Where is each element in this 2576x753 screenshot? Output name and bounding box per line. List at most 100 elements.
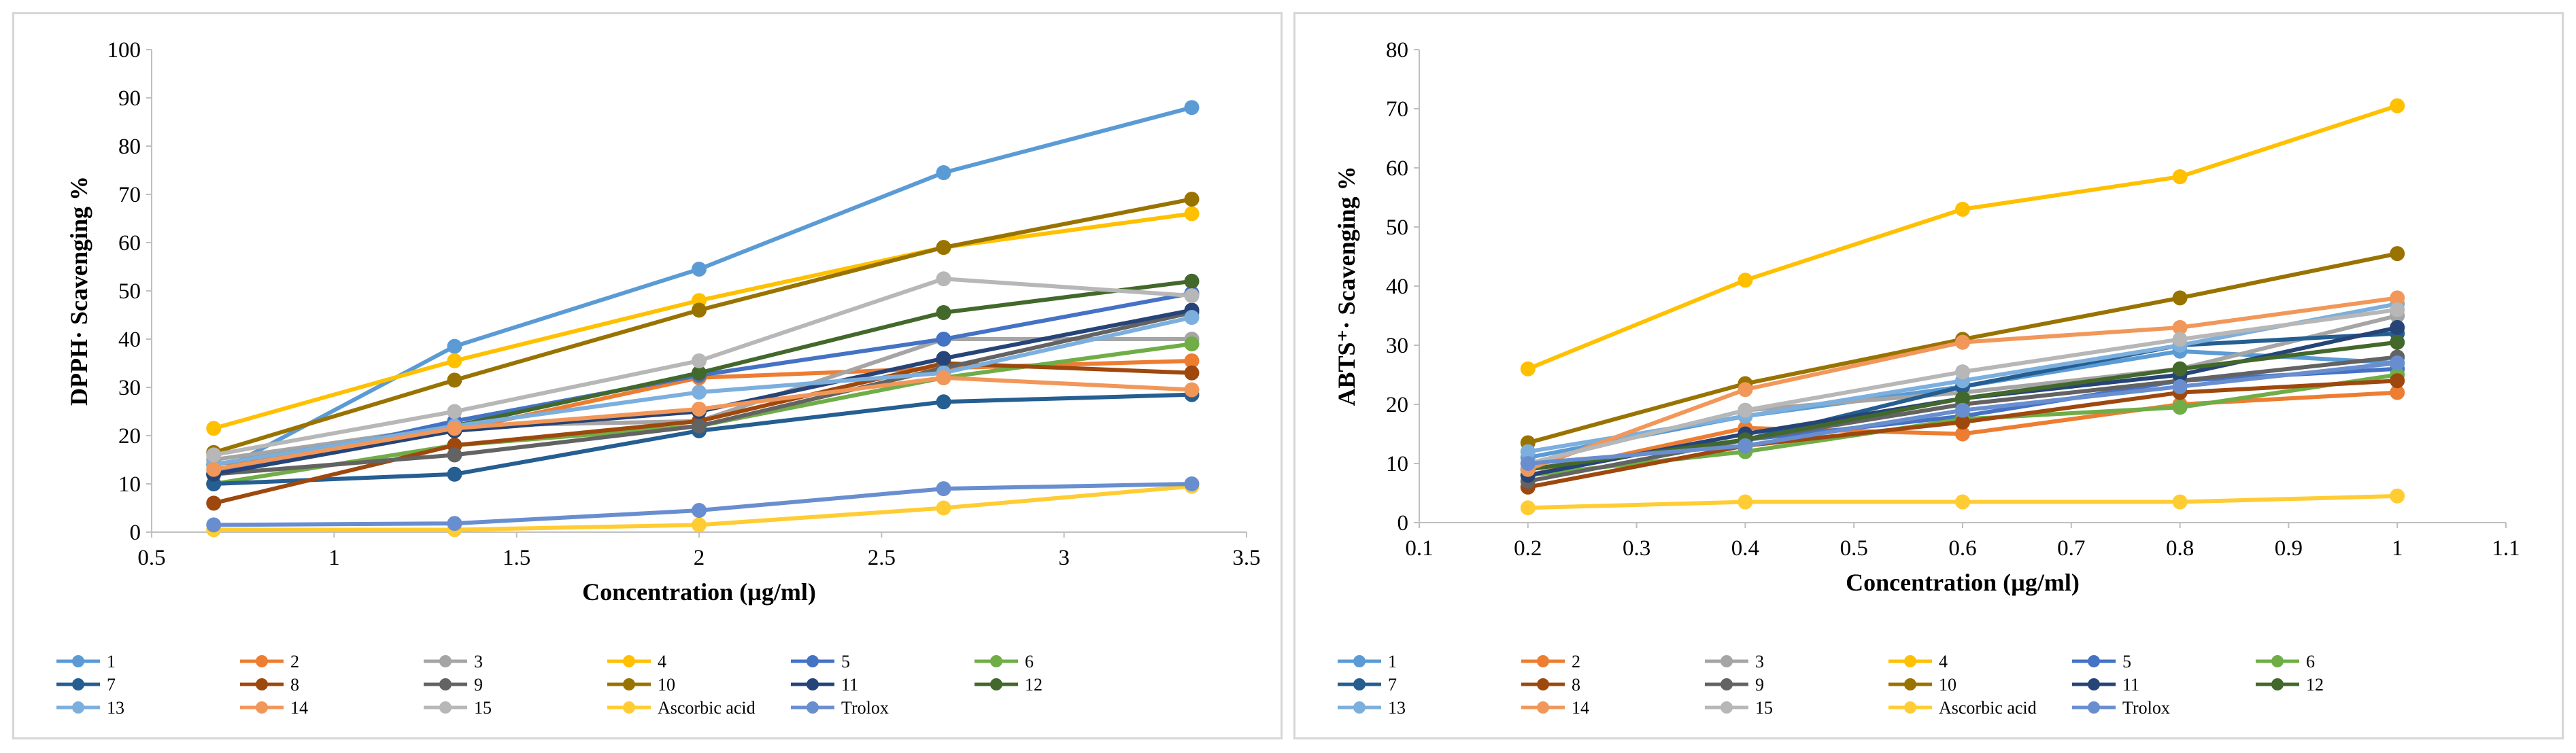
data-point (447, 338, 462, 354)
data-point (692, 517, 707, 533)
data-point (1738, 438, 1753, 453)
data-point (2390, 302, 2405, 317)
data-point (1184, 353, 1200, 368)
data-point (936, 370, 951, 385)
y-tick-label: 40 (1386, 275, 1408, 299)
data-point (2390, 385, 2405, 400)
y-tick-label: 70 (118, 183, 141, 207)
legend-label: Trolox (841, 698, 889, 718)
legend-label: 3 (1755, 652, 1764, 671)
x-tick-label: 0.3 (1623, 536, 1650, 561)
data-point (206, 447, 222, 463)
legend-label: 15 (1755, 698, 1773, 718)
legend-label: 6 (2306, 652, 2315, 671)
dpph-chart: 0 10 20 30 40 50 60 70 80 90 100 0.5 1 1.5 2 2.5 3 3.5 Con… (56, 38, 1261, 718)
data-point (2390, 355, 2405, 371)
legend-marker (1721, 701, 1733, 714)
y-tick-label: 90 (118, 86, 141, 111)
data-point (1955, 201, 1970, 217)
y-tick-label: 60 (1386, 156, 1408, 181)
legend-marker (256, 655, 268, 667)
abts-chart-panel: 0 10 20 30 40 50 60 70 80 0.1 0.2 0.3 0.4 0.5 0.6 0.7 0.… (1293, 12, 2564, 739)
legend-label: 14 (1572, 698, 1589, 718)
legend-marker (623, 655, 635, 667)
legend-marker (623, 678, 635, 690)
x-tick-label: 0.5 (137, 546, 165, 570)
data-point (1520, 456, 1536, 471)
data-point (1520, 444, 1536, 459)
data-point (2390, 373, 2405, 389)
data-point (2172, 379, 2188, 394)
y-tick-label: 10 (118, 472, 141, 497)
data-point (936, 394, 951, 410)
legend-label: 2 (1572, 652, 1580, 671)
legend-marker (2088, 678, 2100, 690)
data-point (1955, 494, 1970, 510)
legend-label: Ascorbic acid (1939, 698, 2037, 718)
data-point (1184, 365, 1200, 381)
data-point (447, 466, 462, 482)
legend-marker (990, 678, 1002, 690)
data-point (447, 353, 462, 368)
legend-marker (2088, 655, 2100, 667)
legend-marker (623, 701, 635, 714)
data-point (936, 165, 951, 181)
data-point (206, 421, 222, 436)
data-point (936, 271, 951, 287)
data-point (1955, 402, 1970, 418)
legend-marker (2088, 701, 2100, 714)
legend-marker (1904, 678, 1916, 690)
legend-marker (439, 701, 452, 714)
legend-label: 4 (658, 652, 666, 671)
x-tick-label: 3 (1058, 546, 1070, 570)
data-point (1955, 391, 1970, 406)
data-point (1738, 494, 1753, 510)
data-point (2172, 169, 2188, 185)
x-tick-label: 0.5 (1840, 536, 1868, 561)
x-tick-label: 0.1 (1405, 536, 1433, 561)
data-point (447, 421, 462, 436)
legend-marker (1353, 701, 1366, 714)
legend-label: 5 (841, 652, 850, 671)
data-point (692, 503, 707, 519)
legend-label: 1 (1388, 652, 1397, 671)
data-point (1184, 288, 1200, 304)
legend-label: 6 (1025, 652, 1034, 671)
legend-label: 14 (290, 698, 308, 718)
data-point (2172, 290, 2188, 306)
x-tick-label: 1 (2392, 536, 2403, 561)
legend-label: 11 (841, 675, 858, 695)
data-point (1520, 361, 1536, 376)
x-tick-label: 2.5 (868, 546, 896, 570)
data-point (692, 385, 707, 400)
legend-marker (256, 678, 268, 690)
y-tick-label: 80 (118, 135, 141, 159)
y-tick-label: 30 (118, 376, 141, 400)
legend-label: Ascorbic acid (658, 698, 756, 718)
legend-marker (1353, 655, 1366, 667)
legend-marker (990, 655, 1002, 667)
data-point (2172, 361, 2188, 376)
data-point (1955, 364, 1970, 380)
legend-label: 9 (474, 675, 483, 695)
data-point (2390, 334, 2405, 350)
legend-label: 7 (1388, 675, 1397, 695)
x-tick-label: 1.1 (2492, 536, 2520, 561)
legend-marker (439, 678, 452, 690)
data-point (692, 365, 707, 381)
x-tick-label: 0.4 (1731, 536, 1759, 561)
x-tick-label: 0.2 (1514, 536, 1542, 561)
legend-marker (439, 655, 452, 667)
data-point (692, 353, 707, 368)
legend-label: 7 (107, 675, 116, 695)
legend-marker (2271, 655, 2284, 667)
legend-label: 9 (1755, 675, 1764, 695)
legend-marker (1537, 655, 1549, 667)
data-point (447, 404, 462, 419)
legend-label: 10 (1939, 675, 1956, 695)
x-tick-label: 3.5 (1232, 546, 1260, 570)
data-point (447, 447, 462, 463)
y-tick-label: 70 (1386, 97, 1408, 122)
data-point (447, 516, 462, 531)
y-tick-label: 20 (1386, 393, 1408, 417)
